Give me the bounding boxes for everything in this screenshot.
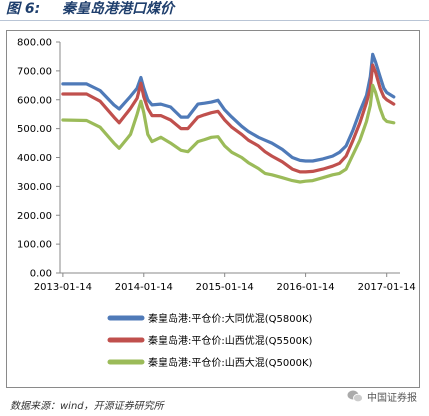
y-tick-label: 500.00 — [17, 124, 52, 135]
watermark: 中国证券报 — [347, 389, 417, 404]
y-tick-label: 0.00 — [30, 269, 52, 280]
legend-label-3: 秦皇岛港:平仓价:山西大混(Q5000K) — [148, 356, 313, 369]
y-tick-label: 300.00 — [17, 182, 52, 193]
series-line-1 — [61, 52, 396, 163]
y-tick-label: 600.00 — [17, 95, 52, 106]
y-tick-label: 200.00 — [17, 211, 52, 222]
legend-label-1: 秦皇岛港:平仓价:大同优混(Q5800K) — [148, 312, 313, 325]
figure-title-bar: 图 6: 秦皇岛港港口煤价 — [0, 0, 429, 21]
x-tick-label: 2015-01-14 — [196, 282, 254, 293]
wechat-icon — [347, 390, 363, 403]
figure-title: 秦皇岛港港口煤价 — [62, 1, 174, 17]
legend-label-2: 秦皇岛港:平仓价:山西优混(Q5500K) — [148, 334, 313, 347]
x-tick-label: 2017-01-14 — [358, 282, 416, 293]
y-tick-label: 800.00 — [17, 38, 52, 49]
x-tick-label: 2013-01-14 — [34, 282, 92, 293]
line-chart: 0.00 100.00 200.00 300.00 400.00 500.00 600.00… — [17, 38, 416, 370]
y-tick-label: 700.00 — [17, 66, 52, 77]
figure-label: 图 6: — [6, 1, 41, 17]
chart-frame — [6, 30, 420, 388]
x-tick-label: 2014-01-14 — [115, 282, 173, 293]
series-line-3 — [61, 83, 396, 184]
data-source: 数据来源：wind，开源证券研究所 — [10, 401, 164, 412]
x-tick-label: 2016-01-14 — [277, 282, 335, 293]
series-line-2 — [61, 63, 396, 174]
y-tick-label: 100.00 — [17, 240, 52, 251]
y-tick-label: 400.00 — [17, 153, 52, 164]
watermark-text: 中国证券报 — [367, 393, 417, 404]
